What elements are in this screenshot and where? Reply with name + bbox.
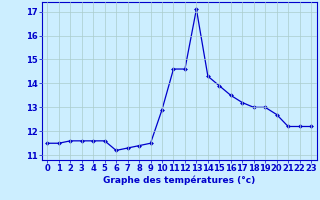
X-axis label: Graphe des températures (°c): Graphe des températures (°c) [103,176,255,185]
